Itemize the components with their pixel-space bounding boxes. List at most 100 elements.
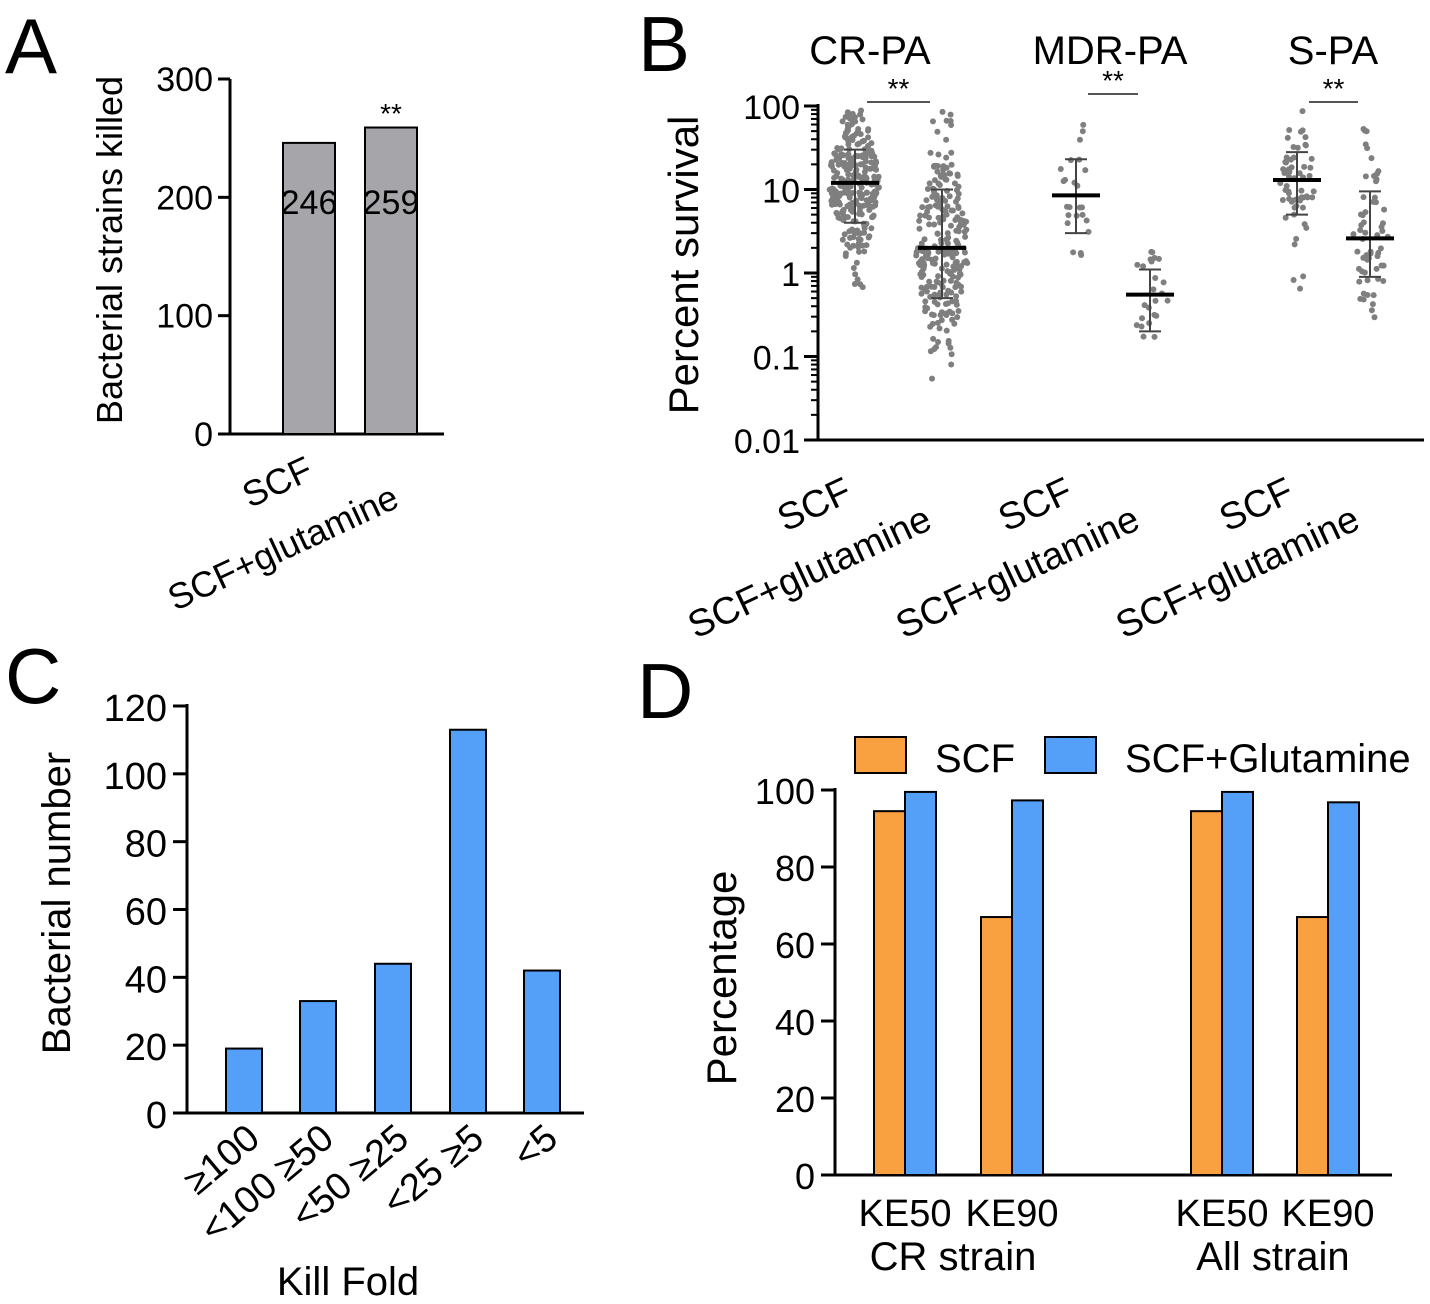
- data-point: [854, 276, 861, 283]
- data-point: [857, 131, 864, 138]
- bar-scf: [1190, 810, 1223, 1176]
- data-point: [1301, 163, 1308, 170]
- data-point: [1299, 108, 1306, 115]
- group-title: S-PA: [1288, 29, 1379, 73]
- y-axis-title: Percent survival: [660, 116, 707, 415]
- data-point: [947, 222, 954, 229]
- data-point: [945, 340, 952, 347]
- data-point: [953, 187, 960, 194]
- data-point: [913, 249, 920, 256]
- data-point: [856, 173, 863, 180]
- data-point: [937, 311, 944, 318]
- data-point: [844, 109, 851, 116]
- data-point: [1368, 307, 1375, 314]
- y-tick-label: 20: [775, 1079, 815, 1120]
- data-point: [1293, 235, 1300, 242]
- data-point: [964, 260, 971, 267]
- data-point: [955, 308, 962, 315]
- y-tick-label: 40: [125, 959, 167, 1001]
- data-point: [1283, 182, 1290, 189]
- data-point: [1083, 217, 1090, 224]
- x-category-label: SCF: [771, 470, 858, 540]
- data-point: [857, 190, 864, 197]
- data-point: [856, 208, 863, 215]
- data-point: [934, 168, 941, 175]
- data-point: [1150, 286, 1157, 293]
- data-point: [916, 225, 923, 232]
- data-point: [1357, 211, 1364, 218]
- data-point: [948, 121, 955, 128]
- data-point: [934, 128, 941, 135]
- data-point: [954, 171, 961, 178]
- data-point: [952, 217, 959, 224]
- data-point: [948, 361, 955, 368]
- bar-scf-glutamine: [904, 790, 937, 1176]
- data-point: [859, 116, 866, 123]
- data-point: [841, 133, 848, 140]
- data-point: [850, 265, 857, 272]
- data-point: [852, 271, 859, 278]
- data-point: [871, 173, 878, 180]
- data-label: 246: [281, 184, 338, 222]
- data-point: [960, 221, 967, 228]
- y-tick-label: 0: [795, 1156, 815, 1197]
- data-point: [1356, 265, 1363, 272]
- data-point: [932, 202, 939, 209]
- panel-letter-d: D: [637, 647, 693, 735]
- data-point: [922, 304, 929, 311]
- data-point: [931, 298, 938, 305]
- data-point: [875, 184, 882, 191]
- legend-label-scf: SCF: [935, 737, 1015, 781]
- data-point: [918, 284, 925, 291]
- data-point: [936, 325, 943, 332]
- data-point: [1378, 262, 1385, 269]
- data-point: [943, 136, 950, 143]
- data-point: [920, 264, 927, 271]
- data-point: [931, 283, 938, 290]
- significance-marker: **: [888, 73, 910, 104]
- data-point: [1282, 214, 1289, 221]
- bar-scf: [980, 916, 1013, 1176]
- data-point: [841, 231, 848, 238]
- bar-scf: [873, 810, 906, 1176]
- data-point: [1138, 323, 1145, 330]
- data-point: [852, 118, 859, 125]
- data-point: [955, 204, 962, 211]
- data-point: [847, 207, 854, 214]
- data-point: [1369, 301, 1376, 308]
- data-point: [935, 273, 942, 280]
- data-point: [925, 249, 932, 256]
- data-point: [1286, 168, 1293, 175]
- data-point: [926, 180, 933, 187]
- data-point: [859, 138, 866, 145]
- data-point: [918, 290, 925, 297]
- data-point: [1371, 314, 1378, 321]
- data-point: [1300, 273, 1307, 280]
- data-point: [1063, 203, 1070, 210]
- data-point: [1362, 229, 1369, 236]
- y-tick-label: 10: [762, 173, 800, 211]
- data-point: [923, 283, 930, 290]
- data-point: [948, 161, 955, 168]
- data-point: [1374, 170, 1381, 177]
- data-point: [931, 260, 938, 267]
- x-axis-title: Kill Fold: [277, 1260, 419, 1304]
- data-point: [846, 228, 853, 235]
- data-point: [1371, 194, 1378, 201]
- data-point: [836, 201, 843, 208]
- data-point: [1286, 195, 1293, 202]
- x-category-label: <5: [506, 1117, 566, 1177]
- data-point: [1307, 164, 1314, 171]
- data-point: [850, 234, 857, 241]
- data-point: [828, 160, 835, 167]
- data-point: [1354, 248, 1361, 255]
- y-tick-label: 80: [775, 848, 815, 889]
- data-point: [1160, 279, 1167, 286]
- data-point: [935, 151, 942, 158]
- data-point: [1164, 297, 1171, 304]
- data-point: [948, 149, 955, 156]
- y-axis-title: Percentage: [698, 871, 745, 1086]
- data-point: [1301, 221, 1308, 228]
- data-point: [949, 316, 956, 323]
- bar: [374, 962, 412, 1114]
